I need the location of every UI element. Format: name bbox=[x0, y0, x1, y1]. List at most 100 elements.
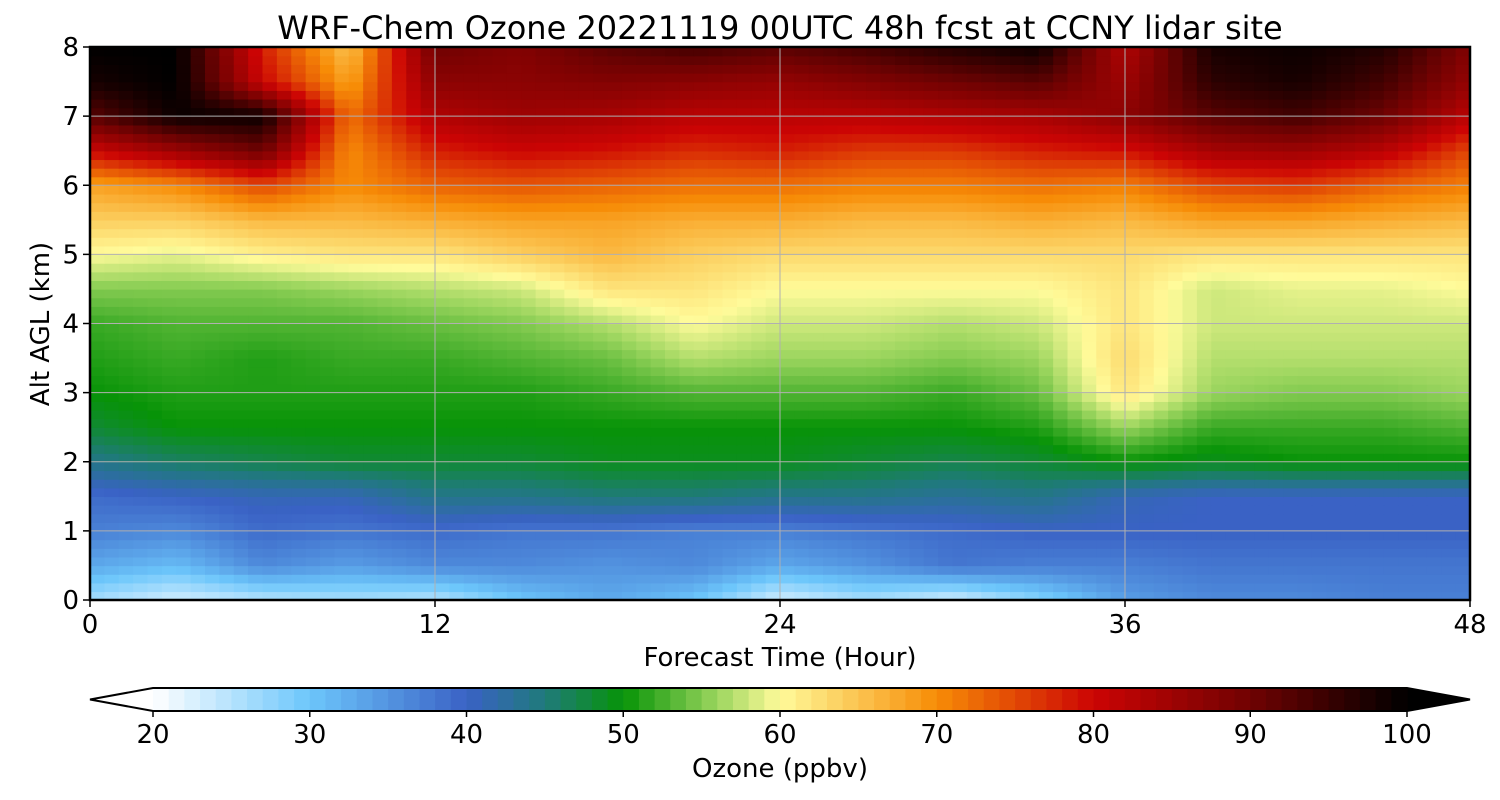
heatmap-cell bbox=[593, 556, 609, 567]
heatmap-cell bbox=[1412, 202, 1428, 212]
heatmap-cell bbox=[808, 202, 824, 212]
heatmap-cell bbox=[1010, 582, 1026, 593]
heatmap-cell bbox=[923, 193, 939, 204]
heatmap-cell bbox=[521, 565, 537, 575]
heatmap-cell bbox=[1053, 409, 1069, 420]
heatmap-cell bbox=[593, 349, 609, 359]
heatmap-cell bbox=[1412, 263, 1428, 273]
heatmap-cell bbox=[837, 245, 853, 256]
heatmap-cell bbox=[1355, 427, 1371, 437]
heatmap-cell bbox=[1153, 435, 1169, 446]
heatmap-cell bbox=[1311, 254, 1327, 264]
heatmap-cell bbox=[1369, 453, 1385, 463]
heatmap-cell bbox=[1441, 306, 1457, 316]
heatmap-cell bbox=[880, 211, 896, 221]
heatmap-cell bbox=[233, 522, 249, 532]
heatmap-cell bbox=[1024, 193, 1040, 204]
heatmap-cell bbox=[1139, 288, 1155, 299]
heatmap-cell bbox=[1153, 444, 1169, 454]
heatmap-cell bbox=[621, 297, 637, 307]
heatmap-cell bbox=[995, 366, 1011, 377]
heatmap-cell bbox=[1196, 237, 1212, 247]
heatmap-cell bbox=[535, 530, 551, 541]
heatmap-cell bbox=[463, 323, 479, 333]
heatmap-cell bbox=[1196, 150, 1212, 161]
heatmap-cell bbox=[837, 435, 853, 446]
heatmap-cell bbox=[90, 496, 106, 506]
heatmap-cell bbox=[1153, 470, 1169, 480]
heatmap-cell bbox=[521, 582, 537, 593]
heatmap-cell bbox=[751, 582, 767, 593]
heatmap-cell bbox=[593, 340, 609, 351]
heatmap-cell bbox=[147, 219, 163, 230]
heatmap-cell bbox=[966, 150, 982, 161]
heatmap-cell bbox=[808, 340, 824, 351]
heatmap-cell bbox=[118, 574, 134, 584]
heatmap-cell bbox=[1225, 219, 1241, 230]
heatmap-cell bbox=[1426, 375, 1442, 385]
heatmap-cell bbox=[823, 383, 839, 394]
heatmap-cell bbox=[420, 366, 436, 377]
heatmap-cell bbox=[995, 392, 1011, 402]
heatmap-cell bbox=[1110, 271, 1126, 281]
heatmap-cell bbox=[391, 539, 407, 549]
heatmap-cell bbox=[679, 219, 695, 230]
heatmap-cell bbox=[1096, 202, 1112, 212]
heatmap-cell bbox=[1211, 539, 1227, 549]
heatmap-cell bbox=[1297, 461, 1313, 472]
heatmap-cell bbox=[578, 461, 594, 472]
heatmap-cell bbox=[1053, 245, 1069, 256]
heatmap-cell bbox=[981, 574, 997, 584]
heatmap-cell bbox=[578, 487, 594, 498]
heatmap-cell bbox=[1225, 548, 1241, 558]
heatmap-cell bbox=[363, 582, 379, 593]
heatmap-cell bbox=[276, 582, 292, 593]
heatmap-cell bbox=[391, 358, 407, 368]
heatmap-cell bbox=[248, 193, 264, 204]
heatmap-cell bbox=[1139, 574, 1155, 584]
heatmap-cell bbox=[923, 340, 939, 351]
heatmap-cell bbox=[1441, 409, 1457, 420]
heatmap-cell bbox=[895, 150, 911, 161]
heatmap-cell bbox=[909, 193, 925, 204]
heatmap-cell bbox=[133, 340, 149, 351]
heatmap-cell bbox=[837, 479, 853, 489]
heatmap-cell bbox=[133, 193, 149, 204]
heatmap-cell bbox=[1311, 150, 1327, 161]
heatmap-cell bbox=[995, 539, 1011, 549]
heatmap-cell bbox=[492, 496, 508, 506]
heatmap-cell bbox=[1398, 332, 1414, 342]
heatmap-cell bbox=[492, 306, 508, 316]
heatmap-cell bbox=[1412, 159, 1428, 169]
heatmap-cell bbox=[1355, 271, 1371, 281]
heatmap-cell bbox=[233, 530, 249, 541]
heatmap-cell bbox=[851, 202, 867, 212]
heatmap-cell bbox=[665, 211, 681, 221]
heatmap-cell bbox=[1196, 574, 1212, 584]
heatmap-cell bbox=[1369, 211, 1385, 221]
heatmap-cell bbox=[104, 487, 120, 498]
heatmap-cell bbox=[1196, 582, 1212, 593]
heatmap-cell bbox=[521, 409, 537, 420]
heatmap-cell bbox=[506, 565, 522, 575]
heatmap-cell bbox=[233, 228, 249, 238]
heatmap-cell bbox=[1398, 582, 1414, 593]
heatmap-cell bbox=[276, 332, 292, 342]
heatmap-cell bbox=[593, 245, 609, 256]
heatmap-cell bbox=[851, 332, 867, 342]
heatmap-cell bbox=[1211, 297, 1227, 307]
heatmap-cell bbox=[1340, 167, 1356, 178]
heatmap-cell bbox=[205, 366, 221, 377]
heatmap-cell bbox=[248, 176, 264, 186]
heatmap-cell bbox=[650, 314, 666, 325]
heatmap-cell bbox=[205, 323, 221, 333]
heatmap-cell bbox=[205, 401, 221, 411]
heatmap-cell bbox=[981, 539, 997, 549]
heatmap-cell bbox=[1024, 461, 1040, 472]
heatmap-cell bbox=[535, 582, 551, 593]
heatmap-cell bbox=[1196, 548, 1212, 558]
heatmap-cell bbox=[708, 306, 724, 316]
heatmap-cell bbox=[233, 418, 249, 428]
heatmap-cell bbox=[823, 392, 839, 402]
heatmap-cell bbox=[219, 513, 235, 523]
